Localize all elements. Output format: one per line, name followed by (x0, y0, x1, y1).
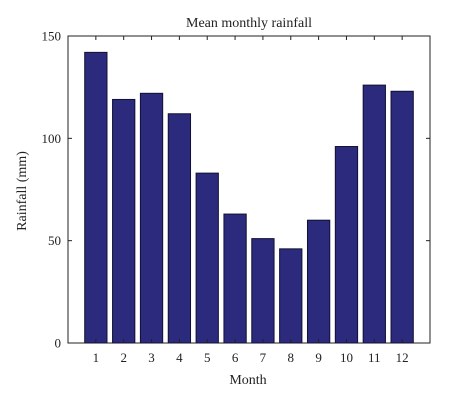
y-axis-ticks: 0 50 100 150 (42, 29, 430, 351)
plot-area-frame (67, 35, 431, 344)
y-axis-label: Rainfall (mm) (15, 151, 30, 231)
bar-month-1 (84, 51, 108, 344)
chart-title: Mean monthly rainfall (186, 16, 312, 31)
x-tick-label: 8 (288, 350, 295, 365)
bar-month-7 (251, 238, 275, 344)
x-tick-label: 1 (93, 350, 100, 365)
x-tick-label: 7 (260, 350, 267, 365)
bar-month-9 (306, 219, 331, 344)
x-tick-label: 4 (176, 350, 183, 365)
bar-month-11 (362, 84, 386, 344)
bar-month-4 (167, 113, 192, 344)
x-tick-label: 12 (396, 350, 409, 365)
y-tick-label: 100 (42, 131, 62, 146)
bars-group (84, 51, 414, 344)
bar-month-3 (139, 92, 164, 344)
x-axis-label: Month (229, 373, 266, 388)
x-tick-label: 5 (204, 350, 211, 365)
bar-month-8 (279, 248, 303, 344)
x-tick-label: 3 (148, 350, 155, 365)
bar-month-5 (195, 172, 219, 344)
x-tick-label: 6 (232, 350, 239, 365)
x-tick-label: 11 (368, 350, 381, 365)
bar-month-10 (334, 146, 359, 344)
x-tick-label: 9 (315, 350, 322, 365)
y-tick-label: 50 (48, 233, 61, 248)
x-axis-ticks: 1 2 3 4 5 6 7 8 9 10 11 12 (93, 36, 409, 365)
bar-month-6 (223, 213, 247, 344)
y-tick-label: 0 (55, 336, 62, 351)
bar-month-2 (112, 98, 136, 344)
bar-month-12 (390, 90, 414, 344)
y-tick-label: 150 (42, 29, 62, 44)
x-tick-label: 2 (120, 350, 127, 365)
x-tick-label: 10 (340, 350, 353, 365)
